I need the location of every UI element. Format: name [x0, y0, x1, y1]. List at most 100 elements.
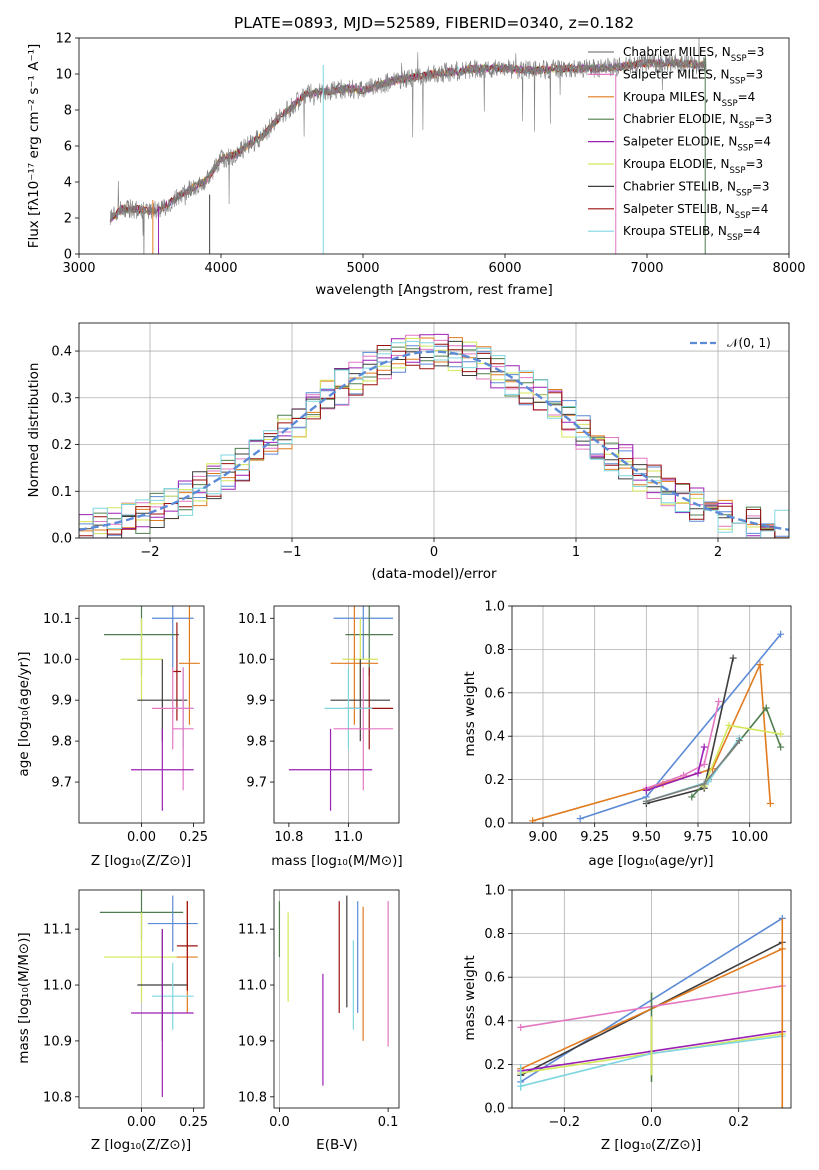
ytick-label-0: 0.0 [484, 1102, 505, 1117]
xtick-label-1: 0.25 [179, 1115, 208, 1130]
residual-ylabel: Normed distribution [26, 363, 42, 498]
ytick-label-2: 0.4 [484, 1014, 505, 1029]
weight-age-axes [511, 605, 792, 824]
age-z-ylabel: age [log₁₀(age/yr)] [16, 651, 32, 776]
mass-ebv-panel: 0.0 0.1 10.8 10.9 11.0 11.1 E(B-V) [238, 889, 400, 1153]
age-z-axes [78, 605, 205, 824]
p5-marker-4-3 [777, 743, 785, 751]
p5-marker-0-0 [529, 817, 537, 823]
xtick-label-4: 10.00 [731, 830, 768, 845]
ytick-label-2: 11.0 [238, 979, 267, 994]
ytick-label-6: 12 [55, 32, 72, 47]
mass-z-panel: 0.00 0.25 10.8 10.9 11.0 11.1 Z [log₁₀(Z/Z⊙)]… [16, 889, 208, 1153]
p5-marker-5-1 [725, 721, 733, 729]
ytick-label-0: 10.8 [238, 1090, 267, 1105]
xtick-label-0: 0.00 [127, 1115, 156, 1130]
ytick-label-3: 11.1 [238, 923, 267, 938]
p5-marker-6-2 [700, 743, 708, 751]
p5-marker-4-0 [688, 793, 696, 801]
p7-errorbars [278, 890, 389, 1108]
ytick-label-1: 9.8 [51, 735, 72, 750]
age-z-panel: 0.00 0.25 9.7 9.8 9.9 10.0 10.1 Z [log₁₀(Z/Z⊙)… [16, 605, 208, 869]
p5-marker-6-0 [642, 786, 650, 794]
weight-age-ylabel: mass weight [462, 671, 478, 756]
p5-lines [529, 630, 785, 823]
xtick-label-1: −1 [282, 545, 301, 560]
xtick-label-1: 0.25 [179, 830, 208, 845]
weight-z-ylabel: mass weight [462, 955, 478, 1040]
xtick-label-2: 0 [430, 545, 438, 560]
residual-legend: 𝒩(0, 1) [690, 336, 771, 350]
p5-marker-3-2 [700, 760, 708, 768]
xtick-label-3: 9.75 [684, 830, 713, 845]
p5-marker-1-0 [576, 815, 584, 823]
spectrum-observed [109, 38, 707, 254]
ytick-label-3: 0.6 [484, 686, 505, 701]
ytick-label-3: 10.0 [238, 653, 267, 668]
weight-z-panel: −0.2 0.0 0.2 0.0 0.2 0.4 0.6 0.8 1.0 Z [log₁₀(Z/… [462, 884, 792, 1153]
p5-marker-0-4 [766, 799, 774, 807]
ytick-label-0: 0 [64, 248, 72, 263]
ytick-label-3: 10.0 [43, 653, 72, 668]
ytick-label-0: 9.7 [246, 776, 267, 791]
weight-age-xlabel: age [log₁₀(age/yr)] [588, 853, 713, 869]
normal-curve [79, 350, 789, 531]
age-mass-xlabel: mass [log₁₀(M/M⊙)] [271, 853, 402, 869]
ytick-label-3: 0.6 [484, 971, 505, 986]
spectrum-axes [78, 37, 790, 255]
p5-marker-3-3 [715, 697, 723, 705]
ytick-label-3: 6 [64, 140, 72, 155]
xtick-label-1: 4000 [204, 261, 237, 276]
residual-panel: −2 −1 0 1 2 0.0 0.1 0.2 0.3 0.4 (data-model)/erro… [26, 322, 790, 582]
xtick-label-0: 9.00 [529, 830, 558, 845]
residual-xlabel: (data-model)/error [371, 566, 497, 582]
xtick-label-0: −0.2 [549, 1115, 581, 1130]
mass-z-axes [78, 889, 205, 1109]
xtick-label-0: −2 [140, 545, 159, 560]
mass-ebv-xlabel: E(B-V) [316, 1137, 358, 1153]
ytick-label-3: 11.1 [43, 923, 72, 938]
xtick-label-2: 5000 [346, 261, 379, 276]
spectrum-ylabel: Flux [fλ10⁻¹⁷ erg cm⁻² s⁻¹ A⁻¹] [26, 44, 42, 249]
age-mass-panel: 10.8 11.0 9.7 9.8 9.9 10.0 10.1 mass [log₁₀(M/… [238, 605, 403, 869]
ytick-label-1: 0.1 [51, 485, 72, 500]
residual-hists [79, 333, 789, 538]
p5-marker-4-2 [762, 704, 770, 712]
xtick-label-0: 10.8 [274, 830, 303, 845]
xtick-label-2: 0.2 [728, 1115, 749, 1130]
ytick-label-4: 0.8 [484, 927, 505, 942]
ytick-label-5: 1.0 [484, 884, 505, 899]
xtick-label-0: 0.00 [127, 830, 156, 845]
p5-marker-8-1 [700, 780, 708, 788]
ytick-label-1: 10.9 [43, 1034, 72, 1049]
ytick-label-4: 10.1 [238, 612, 267, 627]
p5-marker-2-2 [729, 654, 737, 662]
ytick-label-0: 0.0 [51, 532, 72, 547]
p3-errorbars [104, 606, 200, 823]
p5-marker-8-0 [642, 797, 650, 805]
spectrum-lines [109, 38, 707, 254]
p6-errorbars [99, 890, 198, 1108]
ytick-label-1: 10.9 [238, 1034, 267, 1049]
ytick-label-5: 1.0 [484, 600, 505, 615]
xtick-label-4: 7000 [630, 261, 663, 276]
ytick-label-1: 0.2 [484, 1058, 505, 1073]
mass-ebv-axes [273, 889, 400, 1109]
ytick-label-1: 0.2 [484, 773, 505, 788]
weight-z-axes [511, 889, 792, 1109]
xtick-label-1: 9.25 [580, 830, 609, 845]
age-mass-axes [273, 605, 400, 824]
xtick-label-3: 1 [572, 545, 580, 560]
ytick-label-2: 4 [64, 176, 72, 191]
xtick-label-1: 11.0 [334, 830, 363, 845]
spectrum-xlabel: wavelength [Angstrom, rest frame] [315, 282, 553, 298]
weight-z-xlabel: Z [log₁₀(Z/Z⊙)] [601, 1137, 701, 1153]
xtick-label-1: 0.0 [641, 1115, 662, 1130]
ytick-label-2: 0.4 [484, 730, 505, 745]
xtick-label-4: 2 [714, 545, 722, 560]
ytick-label-2: 9.9 [51, 694, 72, 709]
ytick-label-1: 9.8 [246, 735, 267, 750]
ytick-label-1: 2 [64, 212, 72, 227]
p5-marker-8-2 [735, 737, 743, 745]
